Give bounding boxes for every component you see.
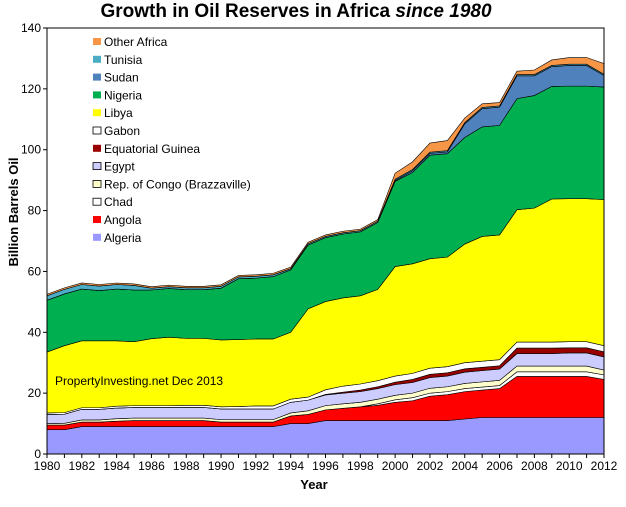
legend-label-tunisia: Tunisia	[104, 53, 143, 67]
legend-label-equatorial-guinea: Equatorial Guinea	[104, 142, 200, 156]
x-tick-label: 1994	[277, 459, 304, 473]
x-tick-label: 1982	[68, 459, 95, 473]
legend-swatch-gabon	[92, 126, 102, 135]
x-tick-label: 2006	[486, 459, 513, 473]
legend-swatch-angola	[93, 216, 101, 223]
y-tick-label: 60	[28, 264, 42, 278]
y-tick-label: 140	[21, 21, 41, 35]
x-axis: 1980 1982 1984 1986 1988 1990 1992 1994 1996 1998…	[34, 454, 618, 473]
legend-swatch-nigeria	[93, 91, 101, 99]
chart-title-main: Growth in Oil Reserves in Africa	[100, 1, 390, 22]
x-axis-label: Year	[300, 477, 327, 492]
y-tick-label: 40	[28, 325, 42, 339]
x-tick-label: 2008	[521, 459, 548, 473]
x-tick-label: 1988	[173, 459, 200, 473]
legend-label-chad: Chad	[104, 195, 133, 209]
legend-label-gabon: Gabon	[104, 124, 140, 138]
x-tick-label: 1984	[103, 459, 130, 473]
x-tick-label: 1980	[34, 459, 61, 473]
x-tick-label: 1998	[347, 459, 374, 473]
legend-swatch-tunisia	[93, 55, 101, 63]
legend-label-sudan: Sudan	[104, 71, 139, 85]
legend-swatch-equatorial-guinea	[93, 144, 101, 152]
legend: Other Africa Tunisia Sudan Nigeria Libya Gabo…	[92, 35, 251, 245]
x-tick-label: 1990	[208, 459, 235, 473]
x-tick-label: 2002	[417, 459, 444, 473]
legend-swatch-egypt	[92, 162, 102, 171]
stacked-areas	[46, 57, 605, 455]
y-axis-label: Billion Barrels Oil	[6, 157, 21, 266]
y-tick-label: 100	[21, 143, 41, 157]
x-tick-label: 1996	[312, 459, 339, 473]
legend-swatch-libya	[93, 109, 101, 117]
source-annotation: PropertyInvesting.net Dec 2013	[55, 374, 223, 388]
legend-swatch-chad	[92, 197, 102, 206]
legend-label-algeria: Algeria	[104, 231, 142, 245]
chart-title: Growth in Oil Reserves in Africa since 1…	[100, 1, 492, 22]
legend-label-other-africa: Other Africa	[104, 35, 168, 49]
x-tick-label: 2012	[591, 459, 618, 473]
x-tick-label: 1986	[138, 459, 165, 473]
legend-label-libya: Libya	[104, 106, 133, 120]
x-tick-label: 1992	[243, 459, 270, 473]
legend-swatch-rep-of-congo-brazzaville	[92, 179, 102, 188]
legend-label-egypt: Egypt	[104, 160, 135, 174]
y-tick-label: 120	[21, 82, 41, 96]
legend-swatch-sudan	[93, 73, 101, 81]
legend-swatch-algeria	[93, 233, 101, 241]
chart-title-italic: since 1980	[395, 1, 492, 22]
legend-swatch-other-africa	[93, 38, 101, 45]
y-tick-label: 20	[28, 386, 42, 400]
x-tick-label: 2010	[556, 459, 583, 473]
legend-label-angola: Angola	[104, 213, 142, 227]
legend-label-rep-of-congo-brazzaville: Rep. of Congo (Brazzaville)	[104, 177, 251, 191]
y-tick-label: 0	[34, 447, 41, 461]
legend-label-nigeria: Nigeria	[104, 88, 142, 102]
x-tick-label: 2000	[382, 459, 409, 473]
y-axis: 0 20 40 60 80 100 120 140	[21, 21, 47, 461]
y-tick-label: 80	[28, 204, 42, 218]
x-tick-label: 2004	[451, 459, 478, 473]
